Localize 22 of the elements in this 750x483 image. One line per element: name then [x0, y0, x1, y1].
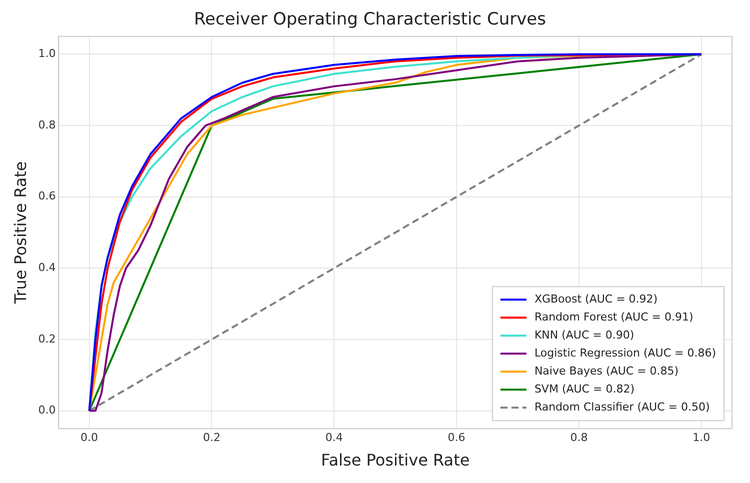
- x-tick-label: 0.6: [448, 431, 466, 444]
- legend-label: Naive Bayes (AUC = 0.85): [534, 364, 679, 378]
- x-tick-label: 0.4: [325, 431, 343, 444]
- y-tick-label: 0.0: [38, 404, 56, 417]
- y-tick-label: 0.2: [38, 332, 56, 346]
- y-axis-title: True Positive Rate: [10, 161, 30, 305]
- x-tick-label: 0.0: [80, 431, 98, 444]
- y-tick-label: 0.6: [38, 190, 56, 203]
- x-tick-label: 1.0: [692, 431, 710, 444]
- x-tick-label: 0.2: [202, 431, 220, 444]
- y-tick-label: 1.0: [38, 47, 56, 60]
- legend-label: KNN (AUC = 0.90): [534, 328, 634, 342]
- legend-label: Random Forest (AUC = 0.91): [534, 310, 694, 324]
- y-tick-label: 0.4: [38, 261, 56, 274]
- legend-label: Logistic Regression (AUC = 0.86): [534, 346, 716, 360]
- chart-title: Receiver Operating Characteristic Curves: [194, 10, 546, 30]
- x-tick-label: 0.8: [570, 431, 588, 444]
- legend-label: XGBoost (AUC = 0.92): [534, 292, 658, 306]
- legend-label: SVM (AUC = 0.82): [534, 382, 634, 396]
- x-axis-title: False Positive Rate: [320, 450, 470, 470]
- y-tick-label: 0.8: [38, 118, 56, 132]
- legend-label: Random Classifier (AUC = 0.50): [534, 400, 710, 414]
